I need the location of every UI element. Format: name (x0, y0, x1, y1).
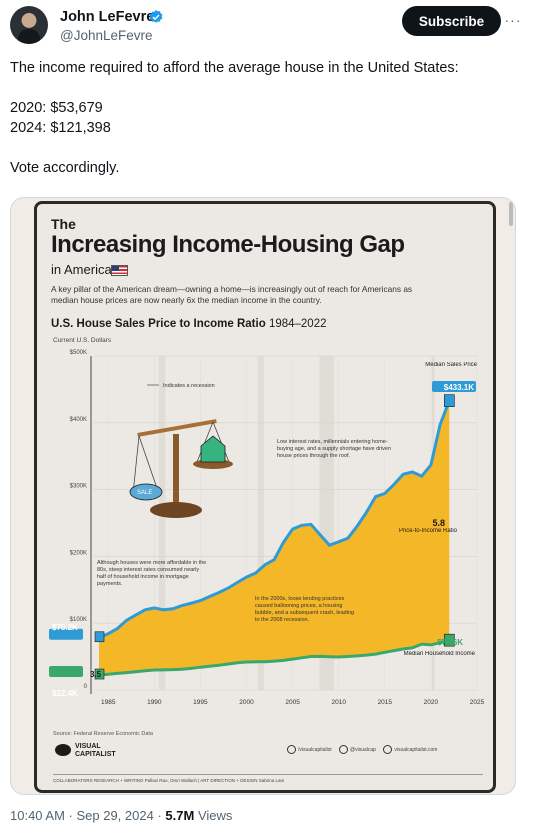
scale-tag-label: SALE (137, 490, 152, 496)
median-household-income-line (98, 638, 450, 677)
y-tick-label: $300K (70, 484, 87, 490)
chart-subtitle-years: 1984–2022 (268, 318, 327, 330)
y-tick-label: $400K (70, 417, 87, 423)
y-tick-labels: 0 $100K $200K $300K $400K $500K (70, 350, 88, 690)
data-markers (49, 381, 476, 680)
annotation-recent: Low interest rates, millennials entering… (277, 439, 392, 459)
ratio-caption: Price-to-Income Ratio (398, 528, 457, 534)
verified-badge-icon (149, 10, 163, 23)
price-area (99, 400, 450, 675)
chart-subtitle-main: U.S. House Sales Price to Income Ratio (51, 318, 266, 330)
tweet-line: The income required to afford the averag… (10, 60, 459, 76)
source-note: Source: Federal Reserve Economic Data (53, 731, 153, 737)
us-flag-icon (111, 265, 128, 276)
author-name[interactable]: John LeFevre (60, 9, 155, 25)
tweet-line: Vote accordingly. (10, 160, 120, 176)
annotation-80s: Although houses were more affordable in … (97, 560, 207, 587)
avatar[interactable] (10, 6, 48, 44)
x-tick-label: 2000 (239, 699, 254, 706)
income-housing-chart: 0 $100K $200K $300K $400K $500K 1985 1990 1995 2… (49, 350, 485, 706)
social-handle-3: visualcapitalist.com (394, 746, 438, 753)
start-price-house-marker (94, 631, 105, 643)
subscribe-button[interactable]: Subscribe (402, 6, 501, 36)
views-label: Views (197, 808, 233, 823)
annotation-recent-box: Low interest rates, millennials entering… (277, 439, 392, 459)
x-tick-label: 2020 (424, 699, 439, 706)
x-tick-labels: 1985 1990 1995 2000 2005 2010 2015 2020 2025 (101, 699, 485, 706)
infographic: The Increasing Income-Housing Gap in Ame… (34, 201, 496, 793)
chart-units: Current U.S. Dollars (53, 337, 112, 344)
start-ratio: 3.5 (90, 670, 102, 679)
x-icon (339, 745, 349, 754)
more-options-icon[interactable]: ··· (504, 12, 522, 28)
tweet-text: The income required to afford the averag… (10, 58, 520, 178)
view-count: 5.7M (165, 808, 195, 823)
tweet-meta: 10:40 AM · Sep 29, 2024 · 5.7M Views (10, 808, 232, 823)
annotation-2000s: In the 2000s, loose lending practices ca… (255, 596, 355, 623)
median-sales-value: $433.1K (444, 383, 474, 392)
brand-name: VISUAL CAPITALIST (75, 743, 116, 758)
end-ratio: 5.8 (432, 518, 445, 528)
social-handle-1: /visualcapitalist (298, 746, 332, 753)
globe-icon (383, 745, 393, 754)
x-tick-label: 2005 (285, 699, 300, 706)
start-income-house-marker (94, 668, 105, 680)
annotation-80s-box: Although houses were more affordable in … (97, 560, 207, 587)
author-handle[interactable]: @JohnLeFevre (60, 28, 153, 43)
tweet-header: John LeFevre @JohnLeFevre Subscribe ··· (10, 6, 524, 46)
social-handle-2: @visualcap (350, 746, 376, 753)
x-tick-label: 1985 (101, 699, 116, 706)
infographic-region: in America (51, 262, 112, 277)
tweet-line (10, 78, 520, 98)
start-price-value: $78.2K (52, 623, 78, 632)
start-income-pill (49, 666, 83, 678)
infographic-pretitle: The (51, 216, 76, 232)
credits: COLLABORATORS RESEARCH + WRITING Pallavi… (53, 774, 483, 783)
x-tick-label: 2015 (378, 699, 393, 706)
median-sales-label-box: Median Sales Price (425, 362, 477, 368)
meta-separator: · (157, 808, 166, 823)
x-tick-label: 2025 (470, 699, 485, 706)
end-price-pill (432, 381, 476, 392)
recession-legend: Indicates a recession (163, 383, 215, 389)
annotation-2000s-box: In the 2000s, loose lending practices ca… (255, 596, 355, 623)
start-income-value: $22.4K (52, 689, 78, 698)
median-sales-price-line (98, 400, 451, 640)
median-income-label-box: Median Household Income (403, 651, 475, 657)
tweet-line: 2020: $53,679 (10, 100, 103, 116)
tweet-media[interactable]: The Increasing Income-Housing Gap in Ame… (10, 197, 516, 795)
ratio-caption-box: Price-to-Income Ratio (398, 528, 457, 534)
median-sales-label: Median Sales Price (425, 362, 477, 368)
scale-illustration: SALE (129, 419, 233, 518)
median-income-value: $74.6K (437, 638, 463, 647)
infographic-title: Increasing Income-Housing Gap (51, 231, 405, 258)
visual-capitalist-logo-icon (55, 744, 71, 756)
y-tick-label: $200K (70, 550, 87, 556)
y-tick-label: 0 (84, 684, 88, 690)
x-tick-label: 2010 (331, 699, 346, 706)
y-tick-label: $500K (70, 350, 87, 356)
end-income-house-marker (444, 633, 455, 647)
chart-subtitle: U.S. House Sales Price to Income Ratio 1… (51, 318, 327, 330)
facebook-icon (287, 745, 296, 754)
tweet-line: 2024: $121,398 (10, 120, 111, 136)
x-tick-label: 1990 (147, 699, 162, 706)
social-links: /visualcapitalist @visualcap visualcapit… (287, 745, 443, 754)
tweet-timestamp[interactable]: 10:40 AM · Sep 29, 2024 (10, 808, 154, 823)
x-tick-label: 1995 (193, 699, 208, 706)
recession-band (158, 356, 166, 690)
start-price-pill (49, 628, 83, 640)
scrollbar[interactable] (509, 202, 513, 226)
infographic-description: A key pillar of the American dream—ownin… (51, 284, 413, 305)
recession-band (257, 356, 265, 690)
tweet-line (10, 138, 520, 158)
median-income-label: Median Household Income (403, 651, 475, 657)
end-price-house-marker (444, 394, 455, 407)
y-tick-label: $100K (70, 617, 87, 623)
